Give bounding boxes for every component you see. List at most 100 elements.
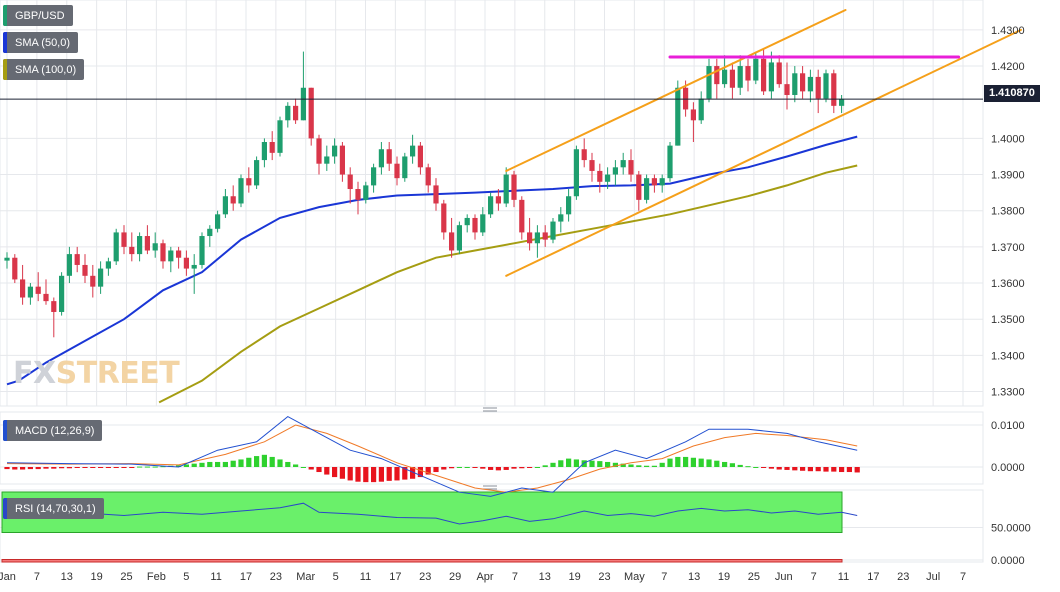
- candle-body: [534, 232, 540, 244]
- candle-body: [168, 250, 174, 262]
- macd-histogram-bar: [66, 467, 72, 469]
- rsi-axis-label: 0.0000: [991, 555, 1025, 567]
- candle: [612, 160, 618, 186]
- time-axis-label: 19: [718, 571, 730, 583]
- macd-histogram-bar: [332, 467, 338, 478]
- candle-body: [82, 264, 88, 276]
- macd-histogram-bar: [207, 461, 213, 467]
- candle-body: [12, 257, 18, 280]
- candle-body: [269, 142, 275, 153]
- candle: [98, 261, 104, 294]
- macd-histogram-bar: [456, 467, 462, 468]
- time-axis-label: 7: [34, 571, 40, 583]
- candle: [160, 239, 166, 269]
- macd-histogram-bar: [722, 461, 728, 467]
- macd-histogram-bar: [449, 467, 455, 469]
- candle: [800, 66, 806, 99]
- candle-body: [363, 185, 369, 200]
- candle: [254, 156, 260, 190]
- candle: [308, 87, 314, 146]
- candle-body: [43, 293, 49, 302]
- macd-histogram-bar: [589, 460, 595, 467]
- candle: [667, 142, 673, 182]
- candle-body: [261, 142, 267, 161]
- macd-histogram-bar: [659, 462, 665, 467]
- candle-body: [51, 301, 57, 312]
- candle: [495, 189, 501, 211]
- candle: [410, 134, 416, 164]
- macd-histogram-bar: [215, 461, 221, 467]
- macd-histogram-bar: [503, 467, 509, 470]
- candle: [729, 62, 735, 99]
- macd-histogram-bar: [386, 467, 392, 481]
- legend-symbol-swatch: [3, 5, 7, 26]
- candle: [644, 174, 650, 204]
- candle: [737, 55, 743, 95]
- candle: [768, 51, 774, 99]
- candle-body: [628, 160, 634, 175]
- legend-macd[interactable]: MACD (12,26,9): [3, 420, 103, 441]
- candle: [293, 98, 299, 124]
- time-axis-label: 5: [333, 571, 339, 583]
- candle-body: [737, 66, 743, 88]
- macd-histogram-bar: [831, 467, 837, 472]
- candle-body: [308, 87, 314, 139]
- candle: [792, 66, 798, 103]
- time-axis-label: 23: [897, 571, 909, 583]
- macd-histogram-bar: [714, 460, 720, 467]
- macd-histogram-bar: [620, 463, 626, 467]
- macd-histogram-bar: [285, 461, 291, 467]
- macd-histogram-bar: [480, 467, 486, 469]
- pane-resize-handle[interactable]: [483, 407, 497, 412]
- sma100-line: [158, 164, 858, 404]
- macd-histogram-bar: [394, 467, 400, 481]
- candle: [761, 47, 767, 95]
- candle: [519, 196, 525, 240]
- price-axis-label: 1.4000: [991, 133, 1025, 145]
- candle: [714, 58, 720, 99]
- candle-body: [839, 98, 845, 106]
- candle-body: [66, 254, 72, 276]
- candle-body: [90, 275, 96, 287]
- macd-line: [6, 416, 858, 497]
- candle-body: [441, 203, 447, 233]
- candle: [488, 192, 494, 218]
- rsi-axis-label: 50.0000: [991, 523, 1031, 535]
- last-price-tag: 1.410870: [984, 85, 1040, 102]
- candle-body: [425, 167, 431, 186]
- legend-sma100[interactable]: SMA (100,0): [3, 59, 85, 80]
- candle-body: [20, 279, 26, 298]
- legend-symbol-label: GBP/USD: [15, 9, 65, 22]
- candle: [269, 131, 275, 161]
- candle: [597, 163, 603, 193]
- macd-histogram-bar: [511, 467, 517, 469]
- macd-histogram-bar: [690, 457, 696, 467]
- candle-body: [722, 69, 728, 85]
- legend-sma50[interactable]: SMA (50,0): [3, 32, 79, 53]
- legend-rsi[interactable]: RSI (14,70,30,1): [3, 498, 104, 519]
- candle: [371, 163, 377, 193]
- time-axis-label: 7: [661, 571, 667, 583]
- candle: [831, 69, 837, 114]
- time-axis-label: Jan: [0, 571, 16, 583]
- candle: [12, 254, 18, 284]
- candle: [285, 102, 291, 128]
- candle: [394, 156, 400, 186]
- macd-histogram-bar: [464, 467, 470, 468]
- macd-histogram-bar: [612, 462, 618, 467]
- candle-body: [378, 149, 384, 168]
- macd-histogram-bar: [363, 467, 369, 483]
- macd-histogram-bar: [238, 459, 244, 467]
- legend-symbol[interactable]: GBP/USD: [3, 5, 73, 26]
- pane-resize-handle[interactable]: [483, 485, 497, 490]
- candle-body: [753, 58, 759, 81]
- macd-histogram-bar: [698, 458, 704, 467]
- candle: [425, 163, 431, 193]
- candle-body: [566, 196, 572, 215]
- macd-histogram-bar: [527, 467, 533, 468]
- candle: [339, 142, 345, 182]
- macd-histogram-bar: [534, 467, 540, 468]
- candle-body: [644, 178, 650, 200]
- candle-body: [472, 217, 478, 233]
